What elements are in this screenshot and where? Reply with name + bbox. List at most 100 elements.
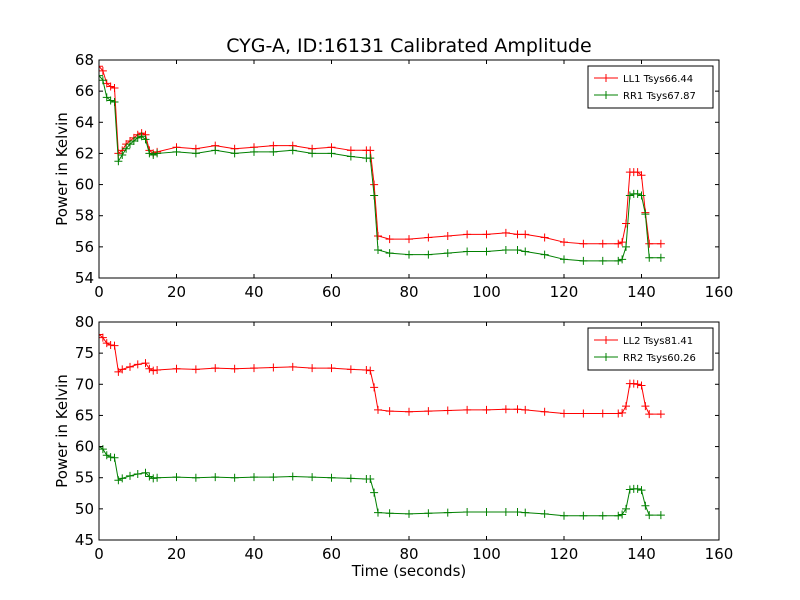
chart-1-series-2-point (637, 191, 646, 200)
chart-1-series-1-point (385, 235, 394, 244)
chart-2-series-1-point (327, 364, 336, 373)
chart-1-series-1-point (513, 230, 522, 239)
chart-2-series-2-point (110, 453, 119, 462)
chart-2-series-1-point (443, 406, 452, 415)
chart-2-series-2-point (385, 509, 394, 518)
chart-1-series-1-point (598, 239, 607, 248)
chart-2-series-2-point (172, 473, 181, 482)
chart-1-series-2-point (618, 255, 627, 264)
chart-1-series-1-point (366, 146, 375, 155)
chart-2-y-tick-label: 75 (75, 344, 94, 362)
chart-2-series-2-point (521, 508, 530, 517)
chart-1-series-2-point (308, 149, 317, 158)
chart-2-series-2-point (250, 473, 258, 482)
chart-1-series-1-point (614, 239, 623, 248)
chart-2-series-1-point (133, 360, 142, 369)
chart-1-series-2-point (230, 149, 239, 158)
chart-2-series-2-point (443, 508, 452, 517)
chart-2-series-1-point (172, 364, 181, 373)
chart-2-series-2-point (308, 473, 317, 482)
chart-2-series-2-point (126, 471, 134, 480)
chart-2-series-1-point (99, 333, 107, 342)
chart-1-series-2-point (211, 146, 220, 155)
chart-2-legend-box (587, 327, 714, 371)
chart-1-series-2-point (370, 191, 379, 200)
chart-2-series-1-point (618, 408, 627, 417)
chart-2-series-2-point (622, 504, 630, 513)
chart-1-x-tick-label: 140 (627, 283, 656, 301)
chart-2-series-1-point (629, 379, 638, 388)
chart-1-series-1-point (482, 230, 491, 239)
chart-2-series-2-point (633, 484, 642, 493)
chart-2-series-1-point (211, 364, 220, 373)
chart-2-series-1-point (579, 409, 588, 418)
chart-1-series-2-point (122, 144, 131, 153)
chart-2-y-tick-label: 45 (75, 531, 94, 549)
chart-1-series-2-point (645, 253, 654, 262)
chart-1-series-2-point (114, 157, 123, 166)
chart-2-series-1-point (622, 402, 630, 411)
chart-1-series-2-point (153, 149, 162, 158)
chart-2-series-1-point (141, 359, 150, 368)
chart-2-y-tick-label: 60 (75, 438, 94, 456)
chart-2-x-tick-label: 120 (550, 545, 579, 563)
chart-1-series-1-point (622, 219, 630, 228)
chart-1-series-2-point (99, 71, 103, 80)
chart-1-series-2-point (110, 98, 119, 107)
chart-2-series-2-point (153, 473, 162, 482)
chart-1-y-tick-label: 56 (75, 238, 94, 256)
chart-2-series-1-point (633, 380, 642, 389)
chart-1-series-2-point (327, 149, 336, 158)
chart-1-series-1-point (99, 66, 107, 75)
chart-2-series-1-point (346, 365, 355, 374)
chart-2-x-tick-label: 100 (472, 545, 501, 563)
chart-1-series-1-point (106, 82, 115, 91)
chart-1-x-tick-label: 20 (167, 283, 186, 301)
chart-1-series-2-point (540, 250, 549, 259)
chart-1-series-1-point (370, 180, 379, 189)
chart-2-x-tick-label: 0 (94, 545, 104, 563)
chart-1-plot-area (99, 62, 665, 265)
chart-2-series-2-point (625, 485, 634, 494)
chart-2-series-2-point (118, 474, 127, 483)
chart-1-y-tick-label: 54 (75, 269, 94, 287)
chart-2-series-1-point (126, 362, 134, 371)
chart-1-series-2-point (622, 242, 630, 251)
chart-1-x-tick-label: 100 (472, 283, 501, 301)
chart-2-series-1-point (288, 362, 297, 371)
chart-1-x-tick-label: 60 (322, 283, 341, 301)
chart-2-legend-marker-1 (602, 336, 610, 344)
chart-1-series-2-point (560, 255, 568, 264)
chart-1-series-1-point (656, 239, 665, 248)
chart-2-y-tick-label: 55 (75, 469, 94, 487)
chart-2-series-2-point (482, 507, 491, 516)
chart-2-series-1-point (362, 365, 371, 374)
chart-2-series-2-point (513, 507, 522, 516)
chart-2-series-1-point (102, 339, 111, 348)
chart-1-series-2-point (521, 247, 530, 256)
chart-1-y-tick-label: 68 (75, 51, 94, 69)
chart-1-series-2-point (501, 245, 510, 254)
chart-1-x-tick-label: 80 (399, 283, 418, 301)
chart-1-y-tick-label: 60 (75, 176, 94, 194)
chart-1-series-1-point (579, 239, 588, 248)
chart-2-series-1-point (308, 364, 317, 373)
chart-1-series-1-point (560, 238, 568, 247)
chart-2-series-1-point (145, 364, 154, 373)
chart-1: 0 20 40 60 80 100 120 140 160 54 56 58 60 62 64 66 68 CYG… (53, 35, 733, 301)
chart-1-legend: LL1 Tsys66.44 RR1 Tsys67.87 (587, 65, 714, 109)
chart-2-legend-marker-2 (602, 353, 610, 361)
chart-1-x-tick-label: 40 (244, 283, 263, 301)
chart-1-y-tick-label: 58 (75, 207, 94, 225)
chart-2-series-1-point (513, 405, 522, 414)
chart-1-series-2-point (579, 256, 588, 265)
chart-2-series-2-point (106, 453, 115, 462)
chart-1-series-2-point (374, 245, 382, 254)
chart-2-series-1-point (269, 363, 278, 372)
chart-2-series-2-point (133, 469, 142, 478)
chart-1-series-2-line (99, 75, 661, 262)
chart-1-legend-label-2: RR1 Tsys67.87 (623, 91, 696, 102)
chart-1-series-1-point (540, 233, 549, 242)
chart-2-series-2-point (501, 507, 510, 516)
